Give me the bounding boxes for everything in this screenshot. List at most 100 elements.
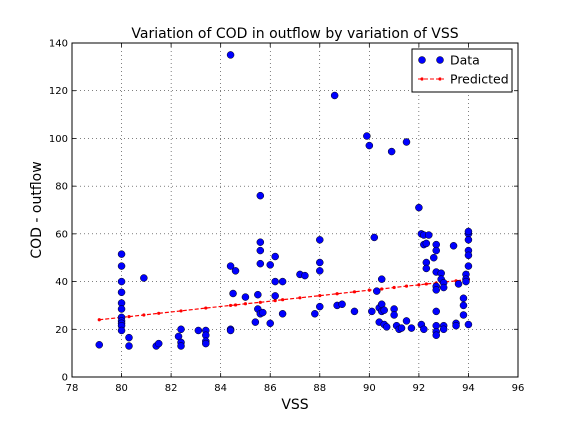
legend: Data Predicted [411, 48, 513, 93]
predicted-point [424, 282, 428, 286]
data-point [117, 250, 126, 258]
predicted-point [204, 306, 208, 310]
predicted-point [367, 288, 371, 292]
data-point [117, 305, 126, 313]
data-point [117, 288, 126, 297]
predicted-point [179, 309, 183, 313]
data-point [271, 277, 279, 286]
data-point [365, 141, 374, 150]
legend-predicted-label: Predicted [450, 72, 509, 87]
data-point [350, 307, 359, 316]
data-point [464, 251, 473, 260]
data-point [420, 325, 428, 334]
y-tick-label: 20 [55, 325, 68, 336]
data-point [363, 132, 371, 140]
data-point [415, 203, 423, 212]
data-point [226, 51, 235, 59]
data-point [271, 252, 279, 261]
predicted-point [417, 283, 421, 287]
data-point [382, 323, 391, 331]
data-point [278, 310, 287, 318]
data-point [177, 325, 185, 334]
predicted-series [97, 277, 471, 322]
predicted-point [392, 285, 396, 290]
data-point [254, 290, 262, 299]
data-point [464, 262, 473, 270]
legend-data-marker [418, 56, 426, 64]
y-tick-label: 80 [55, 182, 68, 193]
y-tick-label: 140 [49, 39, 68, 50]
x-axis-title: VSS [281, 397, 308, 413]
data-point [432, 286, 440, 294]
x-tick-label: 84 [214, 383, 227, 394]
predicted-point [318, 294, 322, 298]
data-point [301, 271, 309, 280]
data-point [316, 236, 324, 244]
legend-predicted-marker [438, 77, 442, 81]
predicted-point [243, 302, 248, 306]
data-point [454, 280, 463, 288]
data-point [278, 277, 287, 286]
data-point [439, 283, 448, 292]
plot-area-background [72, 43, 518, 377]
data-point [425, 231, 433, 239]
data-point [432, 331, 440, 339]
data-point [95, 341, 104, 349]
data-point [140, 274, 148, 282]
data-point [226, 326, 235, 335]
data-point [241, 293, 250, 301]
data-point [464, 236, 473, 244]
data-point [266, 319, 274, 328]
data-series [95, 51, 473, 350]
x-tick-label: 96 [512, 383, 525, 394]
data-point [117, 326, 126, 335]
data-point [370, 233, 379, 242]
predicted-point [335, 292, 339, 296]
data-point [229, 289, 237, 298]
x-tick-label: 88 [313, 383, 326, 394]
data-point [462, 277, 470, 286]
data-point [117, 277, 126, 286]
predicted-point [380, 287, 384, 291]
data-point [422, 239, 431, 248]
data-point [459, 294, 468, 303]
data-point [432, 246, 440, 255]
data-point [256, 259, 265, 268]
predicted-point [298, 296, 302, 300]
y-axis-title: COD - outflow [29, 161, 45, 258]
data-point [231, 267, 240, 275]
data-point [154, 339, 163, 348]
data-point [202, 339, 210, 348]
plot-area-frame [71, 42, 519, 378]
data-point [439, 325, 448, 334]
x-tick-label: 92 [413, 383, 426, 394]
data-point [373, 287, 381, 295]
data-point [368, 307, 376, 316]
data-point [459, 301, 468, 310]
predicted-point [228, 303, 233, 308]
data-point [316, 267, 324, 275]
data-point [226, 262, 235, 270]
x-tick-label: 80 [115, 383, 128, 394]
x-tick-label: 86 [264, 383, 277, 394]
data-point [377, 275, 386, 283]
x-tick-label: 90 [363, 383, 376, 394]
data-point [256, 191, 265, 200]
data-point [407, 324, 416, 332]
predicted-point [233, 303, 238, 307]
data-point [266, 261, 274, 269]
x-tick-label: 94 [462, 383, 475, 394]
y-tick-label: 60 [55, 229, 68, 240]
data-point [430, 253, 438, 262]
data-point [251, 318, 260, 326]
predicted-point [97, 318, 101, 322]
legend-box [411, 48, 513, 93]
legend-data-label: Data [450, 53, 480, 68]
data-point [432, 307, 440, 316]
predicted-point [352, 290, 357, 294]
data-point [390, 311, 398, 319]
predicted-point [142, 313, 146, 317]
legend-predicted-marker [420, 77, 424, 81]
data-point [194, 326, 203, 335]
x-tick-label: 78 [66, 383, 79, 394]
